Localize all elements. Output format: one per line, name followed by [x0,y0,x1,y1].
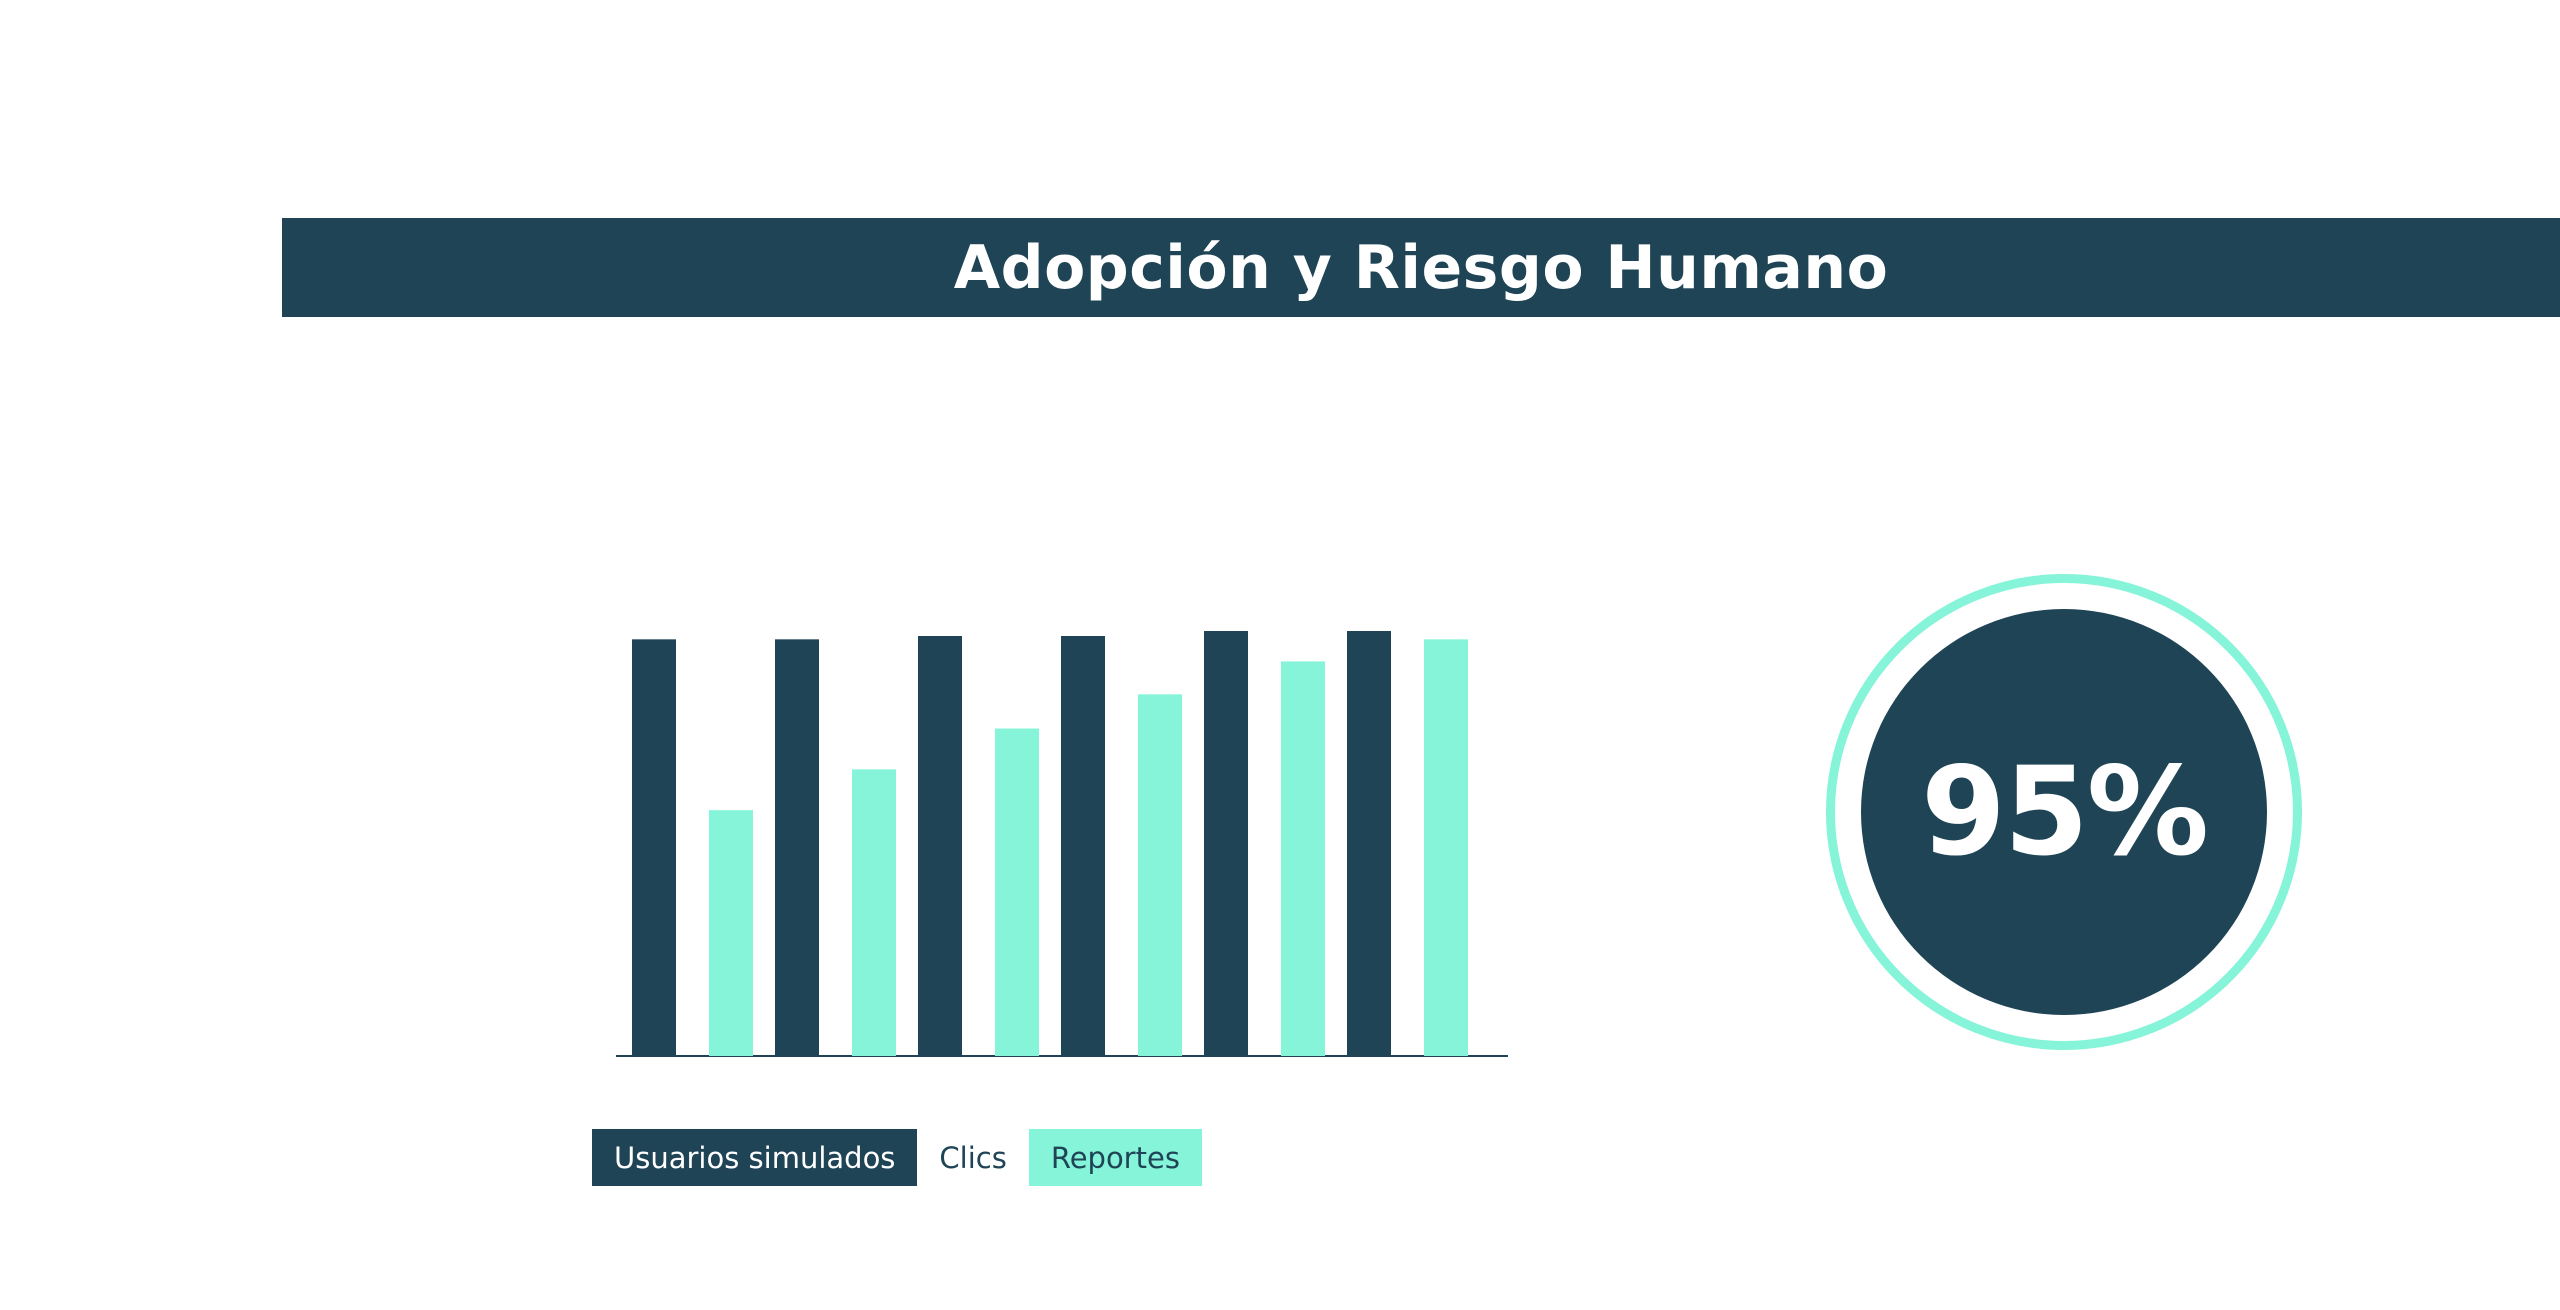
legend-item-reportes: Reportes [1028,1129,1202,1186]
kpi-circle: 95% [1861,609,2267,1015]
data-labels-group: 57 45 32 19 28 23 [680,947,1419,988]
bar-reportes-1 [709,810,753,1056]
kpi-value: 95% [1920,741,2209,883]
data-label-clics-5: 28 [1252,959,1276,984]
bar-usuarios-simulados-4 [1061,636,1105,1056]
kpi-ring: 95% [1826,574,2302,1050]
bar-usuarios-simulados-2 [775,639,819,1056]
legend-item-usuarios-simulados: Usuarios simulados [592,1129,918,1186]
bar-usuarios-simulados-3 [918,636,962,1056]
bar-reportes-3 [995,728,1039,1056]
bars-group [632,631,1468,1056]
data-label-clics-6: 23 [1395,962,1419,987]
bar-reportes-6 [1424,639,1468,1056]
legend: Usuarios simulados Clics Reportes [592,1129,1202,1186]
bar-reportes-4 [1138,694,1182,1056]
data-label-clics-1: 57 [680,947,704,972]
data-label-clics-2: 45 [823,952,847,977]
bar-reportes-2 [852,769,896,1056]
bar-usuarios-simulados-5 [1204,631,1248,1056]
page-title: Adopción y Riesgo Humano [953,232,1889,303]
bar-usuarios-simulados-1 [632,639,676,1056]
legend-item-clics: Clics [917,1129,1029,1186]
title-bar: Adopción y Riesgo Humano [282,218,2560,317]
data-label-clics-4: 19 [1109,963,1133,988]
bar-reportes-5 [1281,661,1325,1056]
data-label-clics-3: 32 [966,958,990,983]
bar-usuarios-simulados-6 [1347,631,1391,1056]
